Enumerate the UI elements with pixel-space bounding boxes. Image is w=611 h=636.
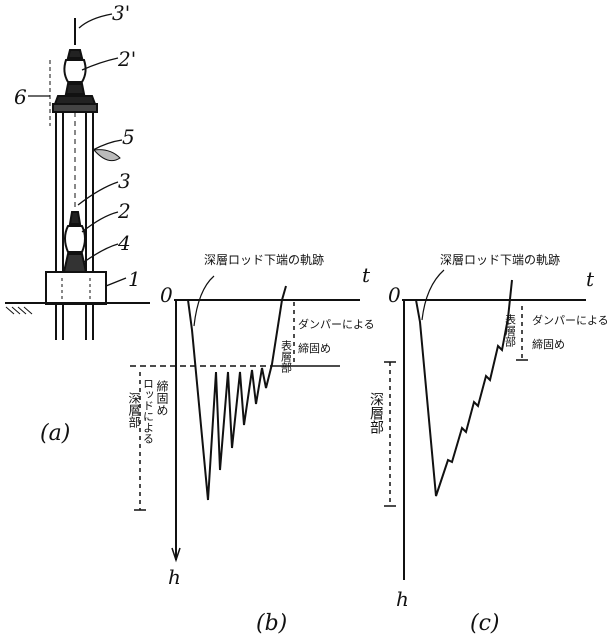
label-2: 2 <box>117 199 131 223</box>
trace-label-b: 深層ロッド下端の軌跡 <box>204 252 324 267</box>
apparatus-drawing <box>5 13 150 340</box>
h-axis-b: h <box>168 565 181 589</box>
graph-c <box>384 269 586 580</box>
label-6: 6 <box>14 85 27 109</box>
trace-label-c: 深層ロッド下端の軌跡 <box>440 252 560 267</box>
label-4: 4 <box>117 231 131 255</box>
t-axis-b: t <box>362 263 371 287</box>
right-label-c-2: 締固め <box>532 337 565 351</box>
label-2-prime: 2' <box>117 47 136 71</box>
label-1: 1 <box>128 267 141 291</box>
caption-b: (b) <box>256 611 287 636</box>
h-axis-c: h <box>396 587 409 611</box>
right-label-b-3: 表層部 <box>280 339 293 373</box>
graph-c-labels: 0 t h 深層ロッド下端の軌跡 ダンパーによる 締固め 表層部 深層部 (c) <box>368 252 609 636</box>
trajectory-b <box>187 285 287 501</box>
right-label-c-1: ダンパーによる <box>532 313 609 327</box>
t-axis-c: t <box>586 267 595 291</box>
right-label-b-1: ダンパーによる <box>298 317 375 331</box>
left-label-c: 深層部 <box>368 392 384 434</box>
origin-b: 0 <box>160 283 173 307</box>
caption-a: (a) <box>40 421 70 446</box>
left-label-b-3: 深層部 <box>127 392 141 428</box>
graph-b-labels: 0 t h 深層ロッド下端の軌跡 ダンパーによる 締固め 表層部 締固め ロッド… <box>127 252 375 636</box>
trajectory-c <box>415 279 513 497</box>
label-3: 3 <box>118 169 131 193</box>
right-label-c-3: 表層部 <box>504 313 517 347</box>
label-5: 5 <box>122 125 135 149</box>
right-label-b-2: 締固め <box>298 341 331 355</box>
left-label-b-1: 締固め <box>155 379 169 416</box>
origin-c: 0 <box>388 283 401 307</box>
graph-b <box>130 275 360 563</box>
caption-c: (c) <box>470 611 500 636</box>
apparatus-labels: 3' 2' 6 5 3 2 4 1 (a) <box>14 1 141 446</box>
left-label-b-2: ロッドによる <box>142 378 155 444</box>
label-3-prime: 3' <box>112 1 130 25</box>
